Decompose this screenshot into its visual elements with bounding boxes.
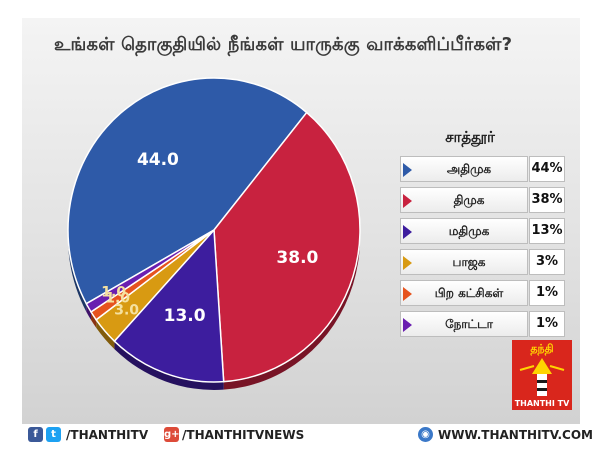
thanthi-tv-logo: தந்தி THANTHI TV [512,340,572,410]
slice-அதிமுக-value-label: 44.0 [137,150,179,170]
legend-label-box: பாஜக [400,249,528,275]
social-handle[interactable]: /THANTHITV [66,428,149,442]
legend-row: பிற கட்சிகள் 1% [400,280,565,306]
legend-row: அதிமுக 44% [400,156,565,182]
pie-chart: 44.038.013.03.01.01.0 [67,77,361,390]
globe-icon[interactable]: ◉ [418,427,433,442]
pie-slice-labels: 44.038.013.03.01.01.0 [101,150,318,326]
chart-title: உங்கள் தொகுதியில் நீங்கள் யாருக்கு வாக்க… [54,34,513,55]
legend-value: 13% [529,218,565,244]
slice-பிற-கட்சிகள்-value-label: 1.0 [105,291,130,307]
slice-நோட்டா-value-label: 1.0 [101,284,126,300]
legend-value: 3% [529,249,565,275]
legend-label: நோட்டா [445,317,493,331]
legend-swatch-icon [403,256,412,270]
legend-label-box: அதிமுக [400,156,528,182]
legend-label-box: நோட்டா [400,311,528,337]
slice-மதிமுக [113,228,225,383]
legend-label: மதிமுக [448,224,490,238]
legend-row: நோட்டா 1% [400,311,565,337]
legend-row: பாஜக 3% [400,249,565,275]
legend-label: பிற கட்சிகள் [434,286,504,300]
legend-swatch-icon [403,225,412,239]
legend-value: 44% [529,156,565,182]
legend-swatch-icon [403,318,412,332]
pie-slices [67,77,361,390]
legend-label: பாஜக [452,255,486,269]
legend-value: 1% [529,280,565,306]
news-handle[interactable]: /THANTHITVNEWS [182,428,305,442]
slice-திமுக [213,111,361,383]
slice-நோட்டா [85,229,215,313]
legend-title: சாத்தூர் [445,128,495,146]
legend-label: திமுக [453,193,485,207]
website-link[interactable]: WWW.THANTHITV.COM [438,428,593,442]
chart-frame: உங்கள் தொகுதியில் நீங்கள் யாருக்கு வாக்க… [22,18,580,424]
google-plus-icon[interactable]: g+ [164,427,180,442]
footer-bar: f t /THANTHITV g+ /THANTHITVNEWS ◉ WWW.T… [22,424,593,446]
slice-மதிமுக-rim [114,341,224,390]
legend-label-box: திமுக [400,187,528,213]
slice-நோட்டா-rim [86,303,92,320]
legend-value: 1% [529,311,565,337]
legend-row: திமுக 38% [400,187,565,213]
legend-label-box: மதிமுக [400,218,528,244]
logo-tagline: THANTHI TV [514,399,570,408]
legend-swatch-icon [403,163,412,177]
legend-value: 38% [529,187,565,213]
lighthouse-icon [519,358,565,396]
slice-திமுக-value-label: 38.0 [276,248,318,268]
legend-label: அதிமுக [446,162,492,176]
facebook-icon[interactable]: f [28,427,43,442]
twitter-icon[interactable]: t [46,427,61,442]
slice-பிற-கட்சிகள்-rim [91,311,97,328]
slice-மதிமுக-value-label: 13.0 [164,306,206,326]
legend-row: மதிமுக 13% [400,218,565,244]
legend-label-box: பிற கட்சிகள் [400,280,528,306]
slice-அதிமுக [67,77,308,305]
slice-பாஜக-value-label: 3.0 [114,303,139,319]
legend-swatch-icon [403,287,412,301]
legend-swatch-icon [403,194,412,208]
logo-name: தந்தி [530,342,554,355]
